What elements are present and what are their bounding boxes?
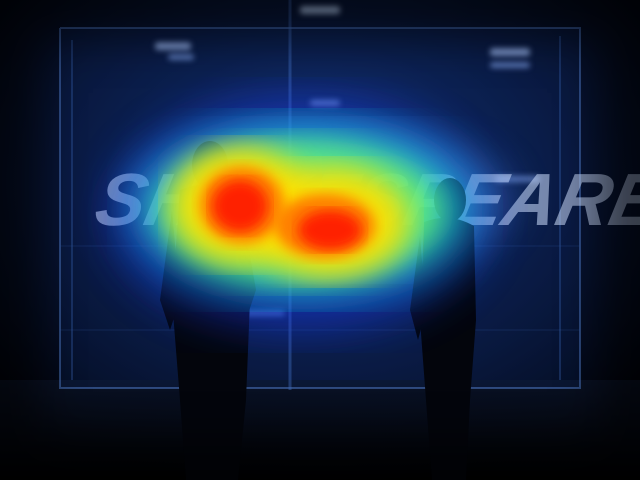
attention-heatmap (110, 100, 490, 330)
